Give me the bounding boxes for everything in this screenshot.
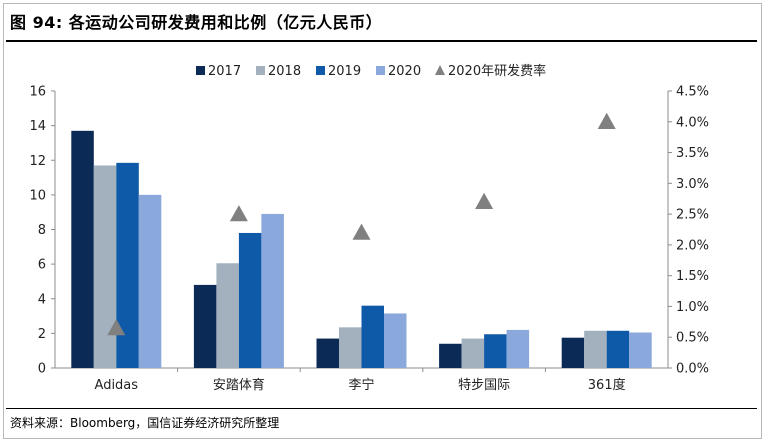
bar-2017 bbox=[439, 343, 462, 368]
y2-tick-label: 0.0% bbox=[676, 362, 709, 377]
bar-2019 bbox=[361, 305, 384, 368]
bar-2017 bbox=[193, 284, 217, 368]
y2-tick-label: 4.5% bbox=[676, 85, 709, 100]
legend-swatch-2018 bbox=[256, 66, 265, 75]
source-rule bbox=[6, 408, 757, 409]
legend-label-2017: 2017 bbox=[208, 64, 241, 79]
ratio-marker bbox=[597, 112, 616, 129]
legend-label-2018: 2018 bbox=[268, 64, 301, 79]
bar-2019 bbox=[484, 334, 507, 368]
y-tick-label: 12 bbox=[29, 154, 46, 169]
x-tick-label: 361度 bbox=[588, 377, 626, 393]
bar-2018 bbox=[461, 338, 485, 368]
bar-2020 bbox=[138, 194, 162, 368]
y2-tick-label: 3.0% bbox=[676, 177, 709, 192]
y-tick-label: 16 bbox=[29, 85, 46, 100]
y-tick-label: 2 bbox=[38, 327, 46, 342]
ratio-marker bbox=[475, 192, 494, 209]
bars-layer bbox=[71, 130, 652, 368]
y2-tick-label: 1.0% bbox=[676, 300, 709, 315]
bar-2017 bbox=[71, 130, 94, 368]
x-tick-label: Adidas bbox=[95, 378, 139, 393]
ratio-marker bbox=[107, 318, 126, 336]
y2-tick-label: 2.0% bbox=[676, 238, 709, 253]
legend-swatch-2017 bbox=[196, 66, 205, 75]
legend-label-2020: 2020 bbox=[388, 64, 421, 79]
x-tick-label: 特步国际 bbox=[458, 378, 510, 393]
y-tick-label: 6 bbox=[38, 258, 46, 273]
source-note: 资料来源：Bloomberg，国信证券经济研究所整理 bbox=[10, 416, 280, 430]
bar-2020 bbox=[261, 213, 284, 368]
ratio-marker bbox=[229, 205, 248, 222]
bar-2020 bbox=[506, 329, 530, 368]
bar-2018 bbox=[93, 165, 117, 368]
bar-2019 bbox=[116, 162, 139, 368]
ratio-marker bbox=[352, 223, 371, 240]
legend: 2017 2018 2019 2020 2020年研发费率 bbox=[196, 63, 546, 79]
bar-2019 bbox=[606, 330, 630, 368]
figure-title: 图 94: 各运动公司研发费用和比例（亿元人民币） bbox=[10, 13, 383, 32]
y-tick-label: 0 bbox=[38, 362, 46, 377]
y2-tick-label: 4.0% bbox=[676, 115, 709, 130]
bar-2020 bbox=[384, 313, 407, 368]
y-tick-label: 10 bbox=[29, 188, 46, 203]
y2-tick-label: 2.5% bbox=[676, 208, 709, 223]
y2-tick-label: 1.5% bbox=[676, 269, 709, 284]
legend-swatch-2020 bbox=[376, 66, 385, 75]
bar-2018 bbox=[339, 327, 362, 368]
axes-layer: 0 2 4 6 8 10 12 14 16 0.0% 0.5% 1.0% 1.5% 2.0% 2.5% 3.0… bbox=[29, 85, 709, 394]
bar-2017 bbox=[316, 338, 339, 368]
y2-tick-label: 3.5% bbox=[676, 146, 709, 161]
bar-2020 bbox=[629, 332, 652, 368]
y-tick-label: 14 bbox=[29, 119, 46, 134]
legend-label-ratio: 2020年研发费率 bbox=[448, 63, 546, 79]
y-tick-label: 8 bbox=[38, 223, 46, 238]
legend-swatch-ratio bbox=[435, 65, 445, 75]
y-tick-label: 4 bbox=[38, 292, 46, 307]
bar-2018 bbox=[584, 330, 607, 368]
x-tick-label: 李宁 bbox=[348, 377, 374, 393]
markers-layer bbox=[107, 112, 616, 336]
figure-frame bbox=[3, 3, 762, 439]
bar-2019 bbox=[238, 232, 262, 368]
legend-label-2019: 2019 bbox=[328, 64, 361, 79]
title-rule bbox=[6, 40, 757, 42]
y2-tick-label: 0.5% bbox=[676, 331, 709, 346]
bar-2018 bbox=[216, 263, 239, 368]
legend-swatch-2019 bbox=[316, 66, 325, 75]
bar-2017 bbox=[561, 337, 585, 368]
x-tick-label: 安踏体育 bbox=[213, 377, 265, 393]
